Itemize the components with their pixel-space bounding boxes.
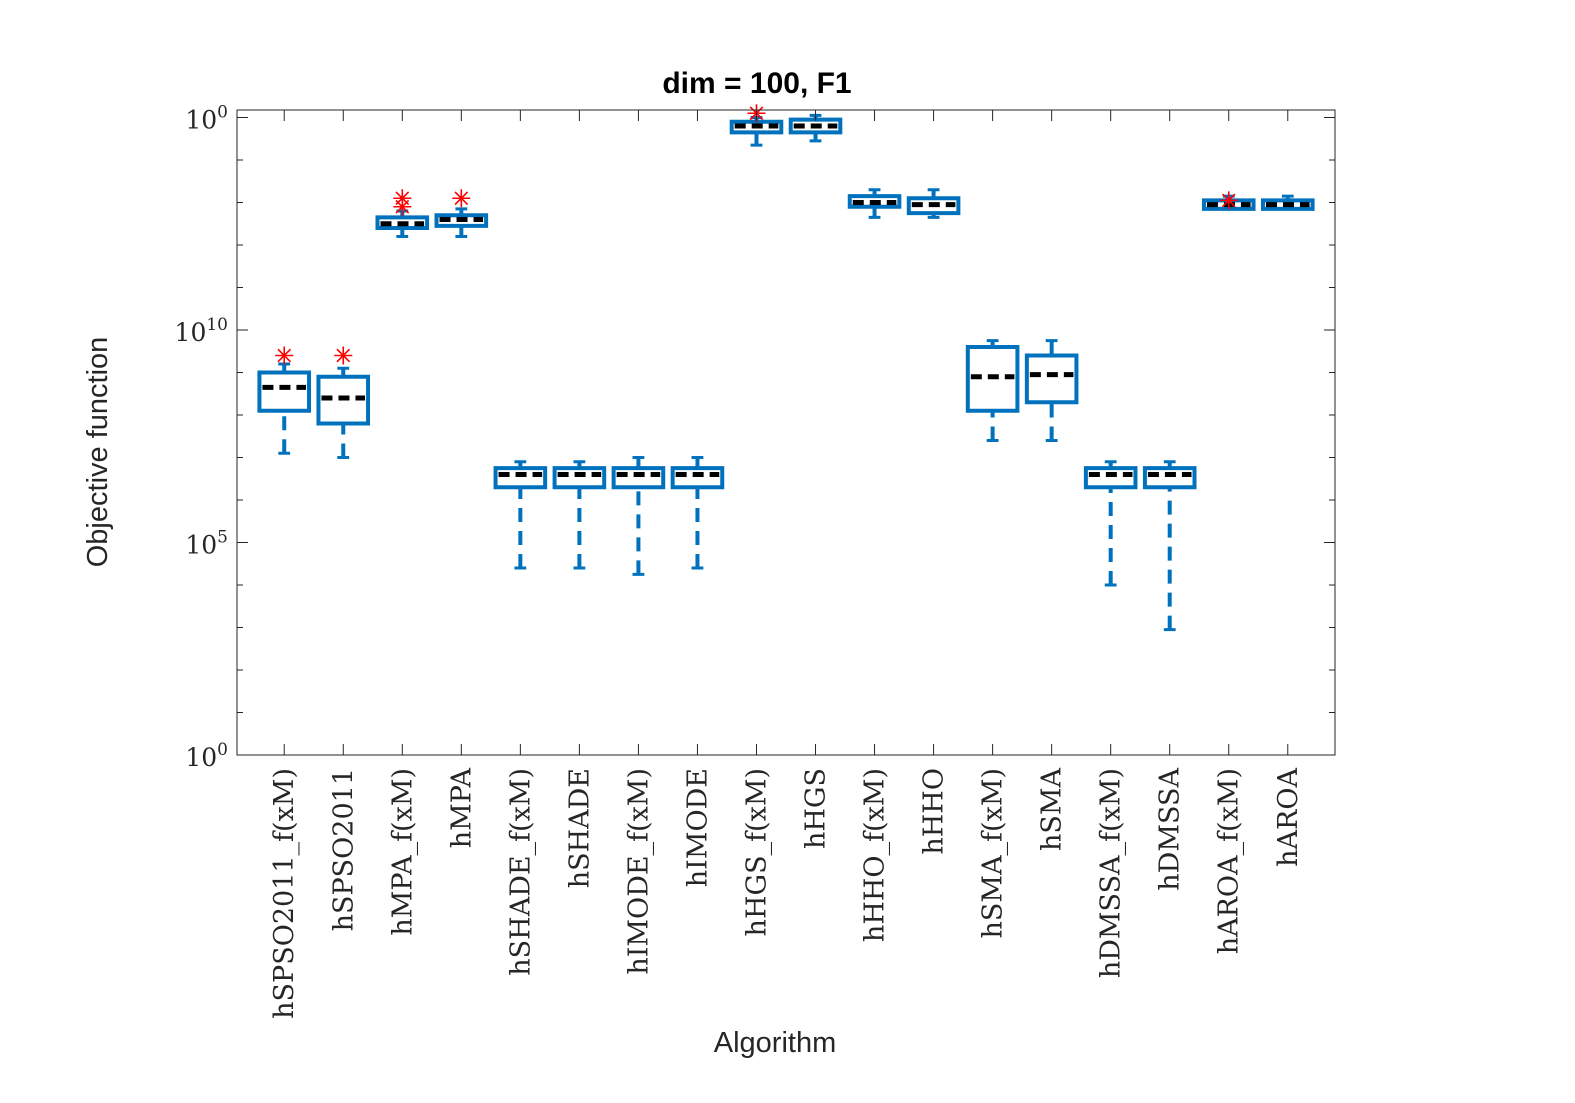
iqr-box xyxy=(1083,466,1138,490)
y-tick-label: 1010 xyxy=(175,315,228,347)
x-tick-label: hHHO_f(xM) xyxy=(860,768,891,942)
x-tick-label: hAROA_f(xM) xyxy=(1214,768,1245,954)
x-tick-label: hMPA xyxy=(446,768,477,849)
x-tick-label: hSHADE_f(xM) xyxy=(505,768,536,976)
box-group xyxy=(1260,194,1315,211)
y-tick-label: 100 xyxy=(185,740,228,772)
x-tick-label: hIMODE xyxy=(682,768,713,887)
y-axis-label: Objective function xyxy=(82,337,114,568)
x-tick-label: hSMA_f(xM) xyxy=(978,768,1009,938)
box-group xyxy=(434,189,489,238)
x-tick-label: hSPSO2011_f(xM) xyxy=(269,768,300,1019)
x-tick-label: hHHO xyxy=(919,768,950,855)
outlier-marker xyxy=(334,346,353,365)
iqr-box xyxy=(670,466,725,490)
x-tick-label: hSMA xyxy=(1037,767,1068,851)
box-group xyxy=(1024,339,1079,442)
x-tick-label: hHGS xyxy=(801,768,832,849)
axes-box xyxy=(236,109,1336,756)
x-tick-label: hHGS_f(xM) xyxy=(741,768,772,936)
box-group xyxy=(257,346,312,455)
box-group xyxy=(1201,191,1256,211)
y-axis: 100 105 1010 100 xyxy=(175,103,1335,772)
iqr-box xyxy=(552,466,607,490)
x-tick-label: hMPA_f(xM) xyxy=(387,768,418,936)
x-axis: hSPSO2011_f(xM) hSPSO2011 hMPA_f(xM) hMPA hS… xyxy=(269,110,1304,1019)
iqr-box xyxy=(1142,466,1197,490)
iqr-box xyxy=(257,370,312,413)
iqr-box xyxy=(493,466,548,490)
plot-area xyxy=(257,104,1315,632)
chart-title: dim = 100, F1 xyxy=(662,67,851,100)
x-tick-label: hSHADE xyxy=(564,768,595,888)
y-tick-label: 100 xyxy=(185,103,228,135)
box-group xyxy=(847,188,902,219)
box-group xyxy=(1083,460,1138,587)
box-group xyxy=(906,188,961,219)
y-tick-label: 105 xyxy=(185,528,228,560)
x-axis-label: Algorithm xyxy=(714,1027,837,1059)
outlier-marker xyxy=(1219,191,1238,210)
box-group xyxy=(670,456,725,570)
x-tick-label: hDMSSA xyxy=(1155,768,1186,891)
box-group xyxy=(316,346,371,459)
outlier-marker xyxy=(275,346,294,365)
x-tick-label: hIMODE_f(xM) xyxy=(623,768,654,975)
outlier-marker xyxy=(452,189,471,208)
outlier-marker xyxy=(393,189,412,208)
box-group xyxy=(611,456,666,576)
iqr-box xyxy=(611,466,666,490)
iqr-box xyxy=(1024,353,1079,405)
box-group xyxy=(965,339,1020,442)
box-group xyxy=(552,460,607,570)
box-group xyxy=(1142,460,1197,632)
box-group xyxy=(493,460,548,570)
x-tick-label: hAROA xyxy=(1273,768,1304,867)
box-group xyxy=(375,189,430,238)
x-tick-label: hSPSO2011 xyxy=(328,768,359,931)
x-tick-label: hDMSSA_f(xM) xyxy=(1096,768,1127,978)
